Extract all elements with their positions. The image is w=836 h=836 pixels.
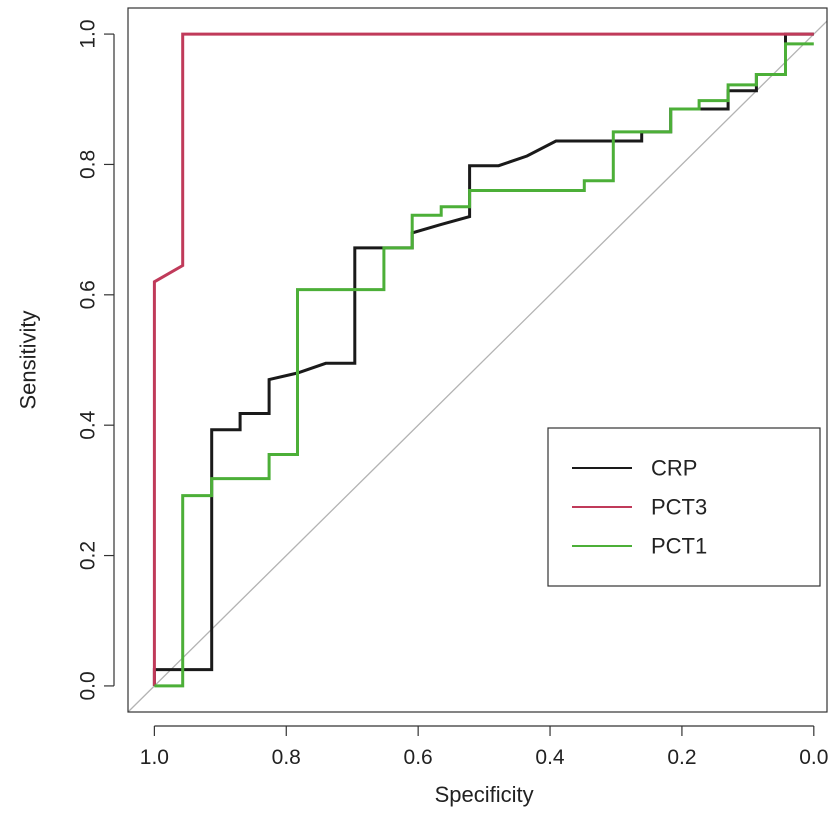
series-layer: [152, 32, 814, 688]
x-tick-label: 0.8: [272, 746, 301, 769]
x-axis-title: Specificity: [435, 782, 534, 807]
y-axis-title: Sensitivity: [16, 310, 41, 409]
x-tick-label: 1.0: [140, 746, 169, 769]
y-tick-label: 1.0: [77, 19, 100, 48]
y-tick-label: 0.0: [77, 671, 100, 700]
legend-label-pct3: PCT3: [651, 495, 707, 520]
legend-label-crp: CRP: [651, 456, 697, 481]
series-line-pct3: [152, 32, 814, 686]
y-tick-label: 0.6: [77, 280, 100, 309]
plot-frame: [127, 7, 828, 713]
series-line-pct1: [154, 42, 814, 688]
x-tick-label: 0.4: [535, 746, 565, 769]
legend-label-pct1: PCT1: [651, 534, 707, 559]
axes-layer: 1.0 0.8 0.6 0.4 0.2 0.0 0.0 0.2 0.4 0.6 0.8 1.0: [77, 19, 829, 769]
x-tick-label: 0.0: [799, 746, 828, 769]
y-tick-label: 0.2: [77, 541, 100, 570]
reference-diagonal-line: [127, 20, 828, 713]
x-tick-label: 0.6: [404, 746, 433, 769]
reference-layer: [127, 20, 828, 713]
x-tick-label: 0.2: [667, 746, 696, 769]
legend: CRP PCT3 PCT1: [547, 427, 821, 587]
y-tick-label: 0.8: [77, 150, 100, 179]
y-tick-label: 0.4: [77, 410, 100, 440]
